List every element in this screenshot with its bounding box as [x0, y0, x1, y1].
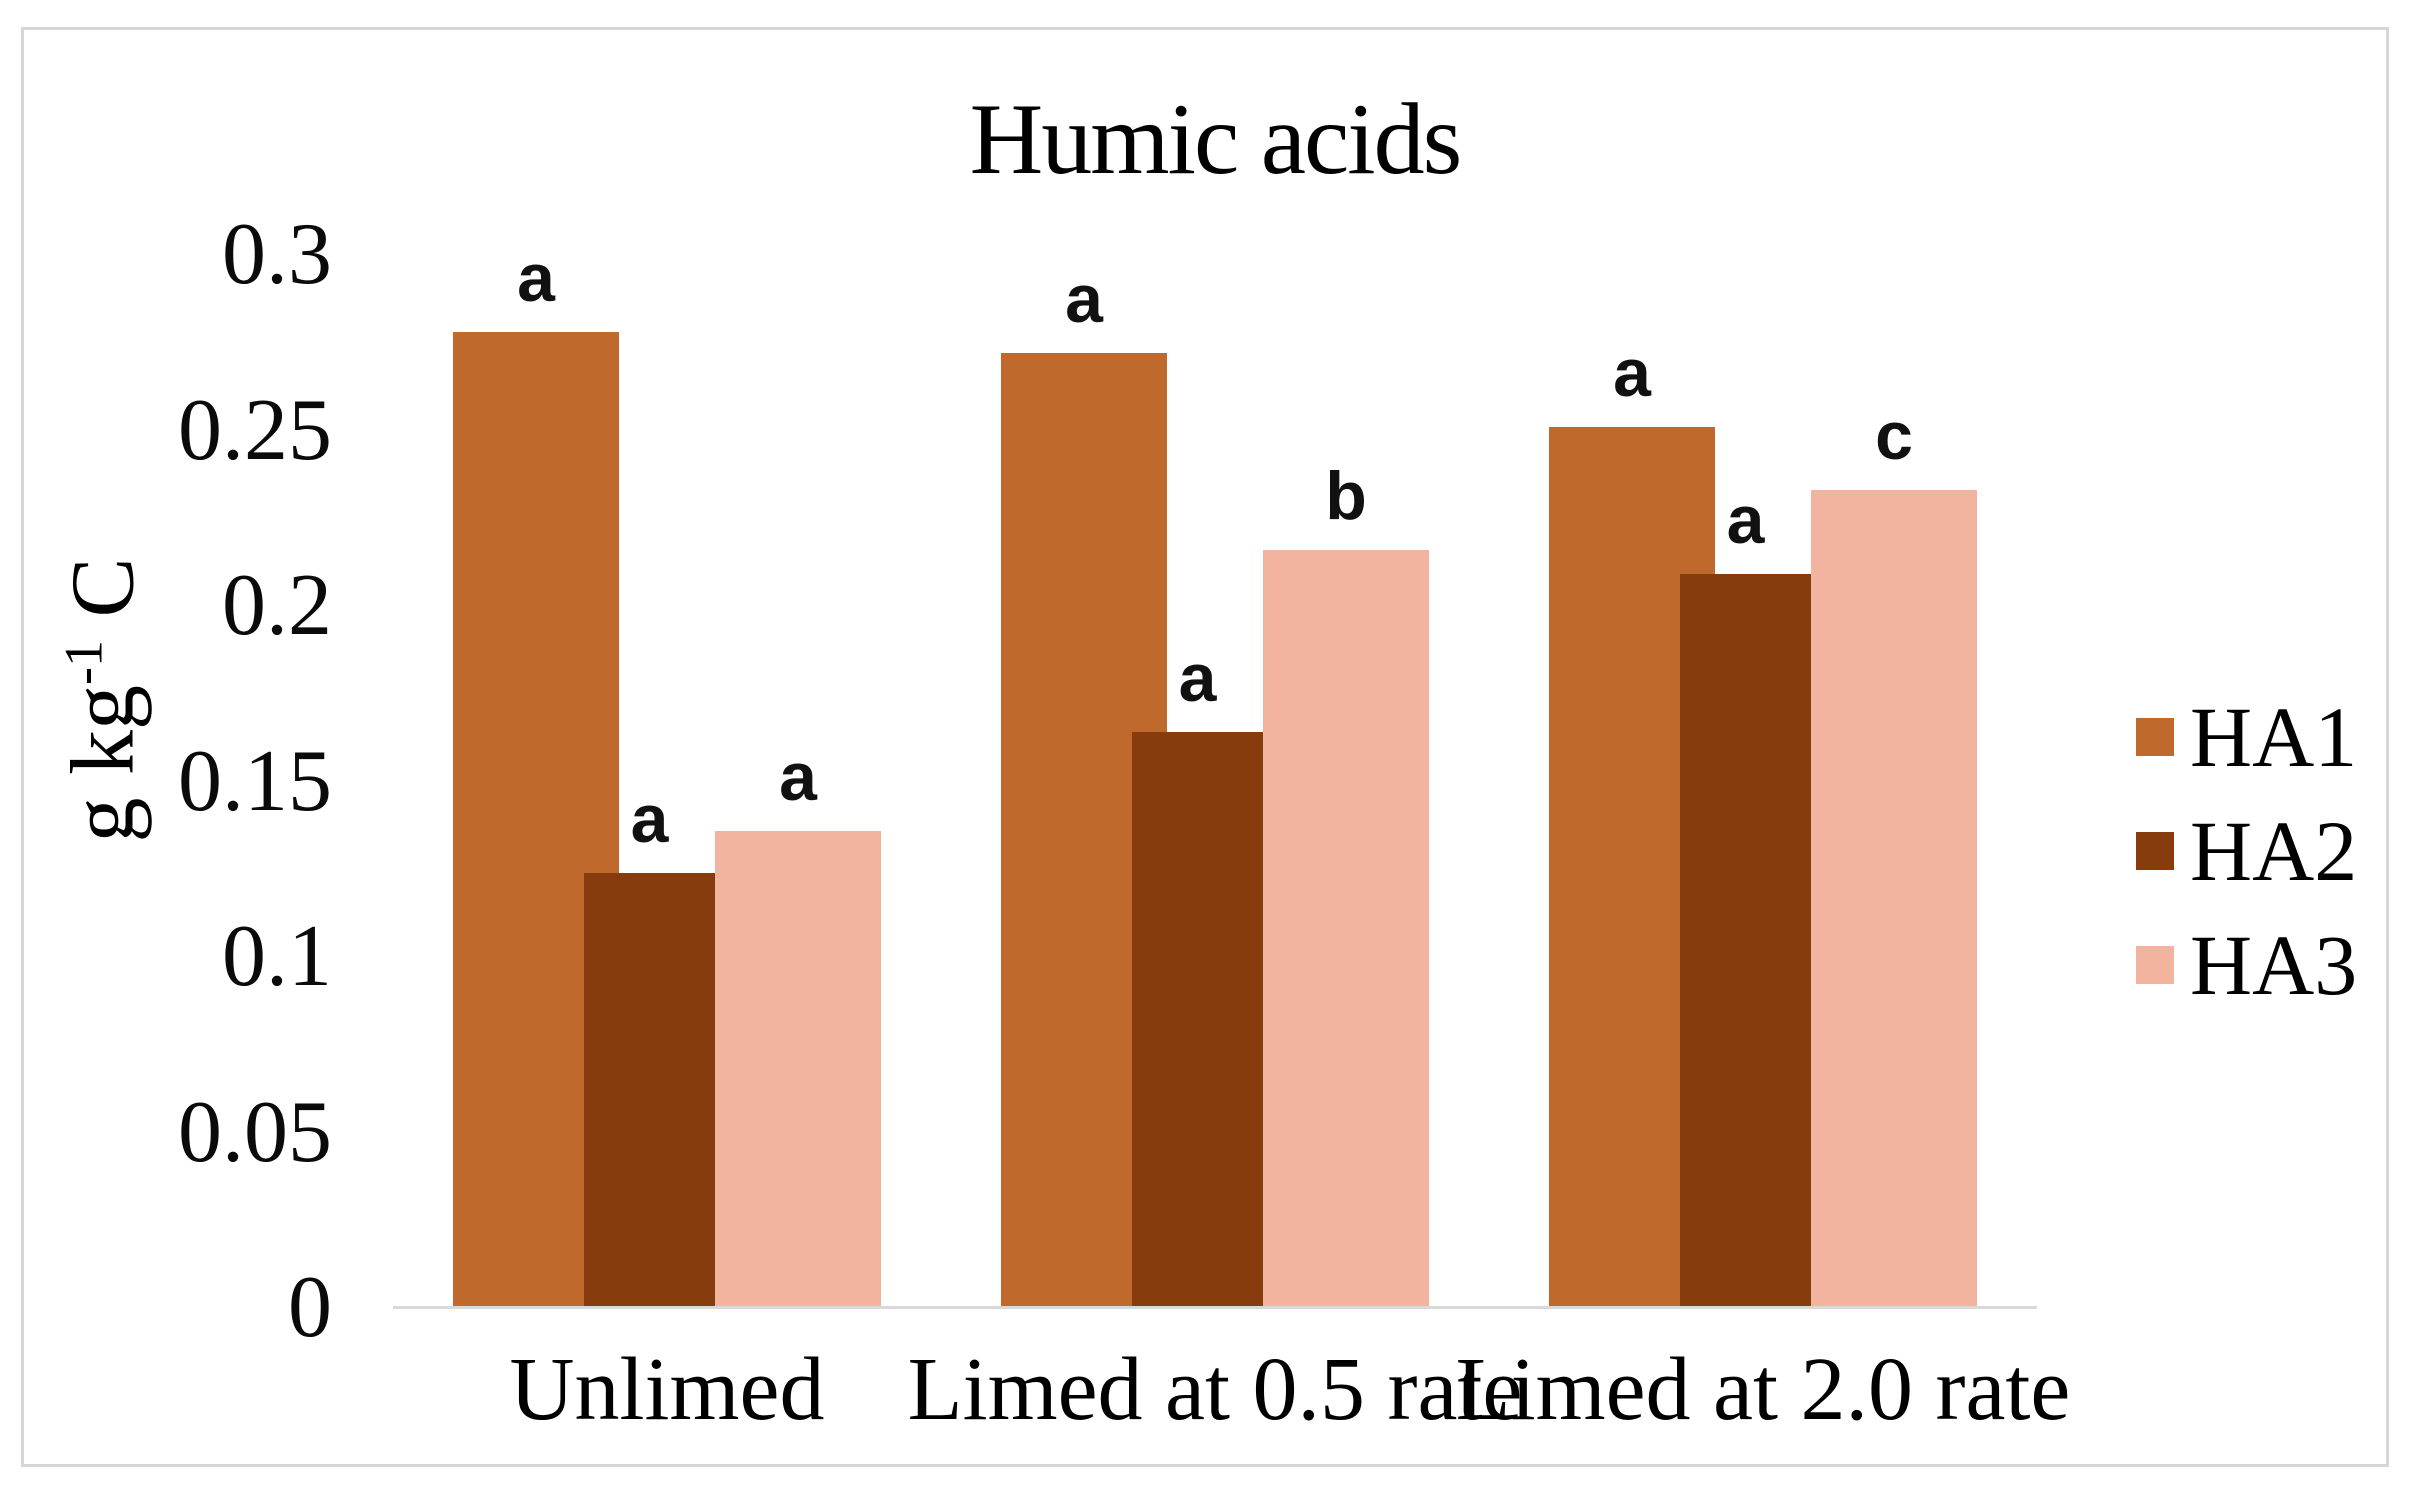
legend-label-ha3: HA3 — [2190, 917, 2358, 1013]
y-tick-label: 0 — [288, 1259, 332, 1356]
legend-swatch-ha2 — [2136, 832, 2174, 870]
sig-letter: a — [630, 780, 669, 857]
legend-item-ha2: HA2 — [2136, 808, 2357, 894]
bar-ha3-1 — [715, 830, 881, 1308]
bar-ha3-3 — [1811, 490, 1977, 1308]
y-tick-label: 0.25 — [178, 381, 332, 479]
legend-swatch-ha1 — [2136, 718, 2174, 756]
sig-letter: a — [1726, 482, 1765, 559]
y-tick-label: 0.3 — [222, 206, 332, 303]
legend-item-ha1: HA1 — [2136, 694, 2357, 780]
chart-title: Humic acids — [969, 83, 1463, 196]
sig-letter: b — [1325, 457, 1367, 534]
sig-letter: a — [517, 240, 555, 317]
sig-letter: a — [779, 738, 817, 815]
legend-label-ha1: HA1 — [2190, 689, 2358, 785]
sig-letter: c — [1875, 398, 1913, 475]
x-axis-line — [393, 1306, 2037, 1309]
y-tick-label: 0.05 — [178, 1083, 332, 1181]
y-tick-label: 0.15 — [178, 732, 332, 830]
y-tick-label: 0.1 — [222, 908, 332, 1005]
legend-label-ha2: HA2 — [2190, 803, 2358, 899]
x-category-label: Limed at 0.5 rate — [907, 1340, 1523, 1439]
x-category-label: Limed at 2.0 rate — [1455, 1340, 2071, 1439]
sig-letter: a — [1065, 261, 1103, 338]
y-tick-label: 0.2 — [222, 557, 332, 654]
legend-item-ha3: HA3 — [2136, 922, 2357, 1008]
legend-swatch-ha3 — [2136, 946, 2174, 984]
x-category-label: Unlimed — [509, 1340, 825, 1439]
sig-letter: a — [1178, 640, 1217, 717]
sig-letter: a — [1613, 334, 1651, 411]
bar-ha3-2 — [1263, 549, 1429, 1308]
